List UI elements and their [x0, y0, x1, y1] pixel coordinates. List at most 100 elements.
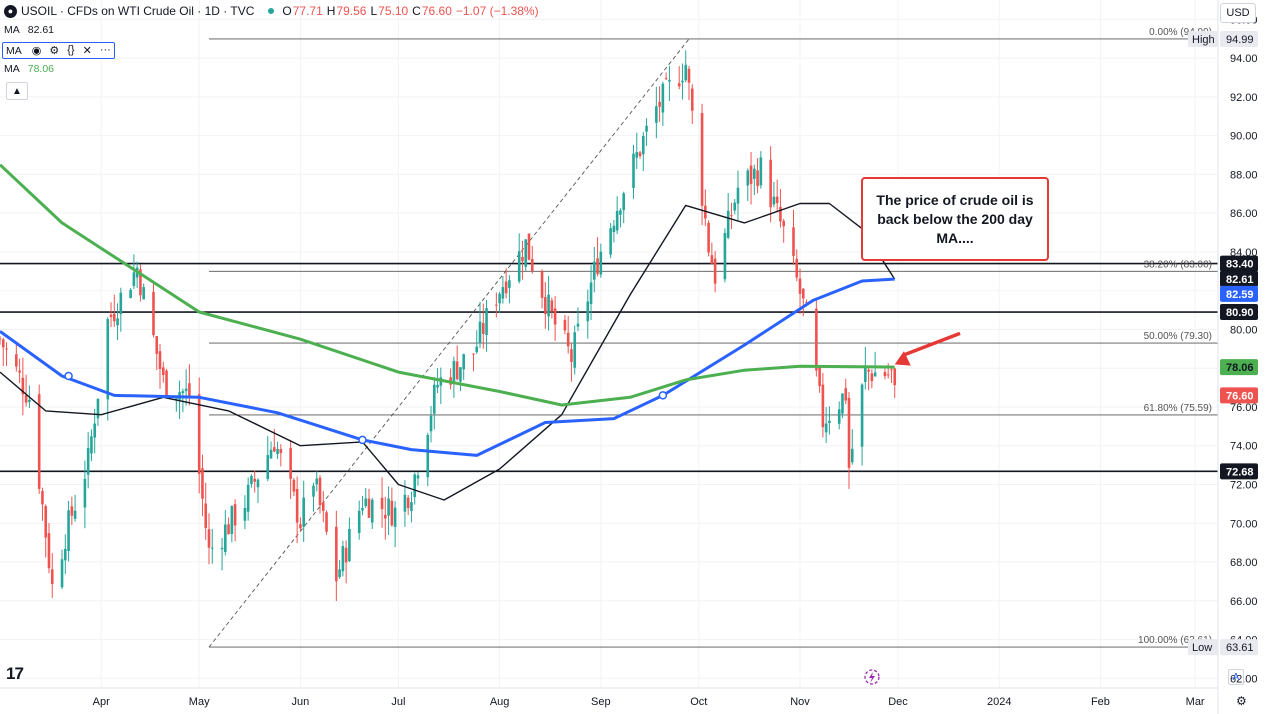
arrow-shaft — [902, 331, 961, 357]
x-tick-label: Sep — [591, 696, 611, 708]
candle-body — [664, 78, 668, 80]
candle-body — [801, 288, 805, 299]
candle-body — [321, 502, 325, 511]
candle-body — [67, 510, 70, 551]
candle-body — [224, 524, 227, 552]
open-value: 77.71 — [292, 4, 323, 18]
indicator-ma-1[interactable]: MA 82.61 — [4, 24, 54, 36]
price-label-bg — [1220, 359, 1258, 376]
candle-body — [230, 506, 234, 534]
candle-body — [864, 366, 867, 382]
candle-body — [527, 233, 531, 260]
candle-body — [289, 447, 292, 479]
ma-cross-marker — [658, 391, 668, 400]
candle-body — [109, 314, 113, 318]
candle-body — [302, 497, 305, 527]
candle-body — [299, 524, 302, 529]
chart-settings-gear-icon[interactable]: ⚙ — [1236, 694, 1247, 708]
candle-body — [521, 256, 524, 262]
annotation-arrow — [894, 331, 961, 366]
fib-level-label: 38.20% (83.00) — [1144, 259, 1212, 270]
tradingview-logo-icon[interactable]: 17 — [6, 664, 24, 683]
candle-body — [589, 282, 593, 304]
candle-body — [181, 391, 185, 394]
candle-body — [246, 484, 250, 512]
ma-cross-marker — [64, 371, 73, 381]
time-axis: Apr May Jun Jul Aug Sep Oct Nov Dec 2024 Feb Mar — [93, 696, 1205, 708]
candle-body — [890, 369, 893, 371]
collapse-legend-button[interactable]: ▲ — [6, 82, 28, 100]
indicator-label: MA — [4, 24, 20, 36]
candle-body — [335, 526, 338, 582]
candle-body — [730, 215, 733, 217]
candle-body — [142, 287, 145, 300]
candle-body — [596, 258, 599, 274]
symbol-title[interactable]: USOIL · CFDs on WTI Crude Oil · 1D · TVC — [21, 4, 255, 18]
braces-icon[interactable]: {} — [67, 44, 75, 56]
candle-body — [361, 507, 364, 511]
price-label: 82.61 — [1226, 274, 1254, 286]
candle-body — [759, 157, 763, 186]
auto-scale-button[interactable]: A — [1228, 669, 1244, 685]
candle-body — [873, 372, 877, 377]
candle-body — [24, 395, 28, 403]
candle-body — [384, 514, 387, 519]
price-tag: High — [1192, 34, 1215, 46]
candle-body — [593, 261, 596, 280]
candle-body — [563, 319, 567, 331]
candle-body — [41, 490, 44, 505]
candle-body — [792, 227, 795, 256]
candle-body — [870, 373, 874, 382]
price-tag: Low — [1192, 642, 1212, 654]
candle-body — [749, 165, 753, 184]
candle-body — [406, 497, 410, 509]
candle-body — [295, 488, 299, 523]
candle-body — [501, 287, 505, 299]
candle-body — [707, 222, 710, 253]
lightning-icon[interactable] — [864, 669, 880, 685]
currency-button[interactable]: USD — [1220, 3, 1256, 23]
candle-body — [566, 332, 570, 347]
candle-body — [315, 478, 319, 485]
candle-body — [139, 269, 142, 296]
more-icon[interactable]: ··· — [99, 44, 111, 56]
candle-body — [860, 384, 864, 447]
candle-body — [220, 547, 224, 550]
indicator-label: MA — [6, 44, 22, 57]
market-status-icon — [268, 8, 275, 14]
candle-body — [250, 475, 253, 485]
candle-body — [632, 153, 635, 189]
candle-body — [96, 398, 100, 419]
candle-body — [357, 510, 361, 534]
candle-body — [795, 258, 799, 278]
candle-body — [452, 360, 456, 383]
eye-icon[interactable]: ◉ — [31, 45, 42, 57]
candle-body — [547, 294, 550, 317]
price-label: 82.59 — [1226, 289, 1254, 301]
indicator-ma-2[interactable]: MA ◉ ⚙ {} ✕ ··· — [2, 42, 115, 59]
y-tick-label: 94.00 — [1230, 53, 1258, 65]
indicator-ma-3[interactable]: MA 78.06 — [4, 63, 54, 75]
candle-body — [661, 83, 665, 113]
candle-body — [155, 336, 159, 354]
close-icon[interactable]: ✕ — [82, 45, 92, 57]
candle-body — [733, 202, 737, 211]
price-label-bg — [1220, 270, 1258, 287]
gear-icon[interactable]: ⚙ — [49, 45, 60, 57]
candle-body — [116, 318, 119, 326]
price-label: 72.68 — [1226, 466, 1254, 478]
candle-body — [818, 367, 821, 387]
candle-body — [50, 569, 54, 585]
price-label-bg — [1220, 639, 1258, 656]
indicator-value: 82.61 — [27, 24, 55, 36]
x-tick-label: Aug — [490, 696, 510, 708]
candle-body — [847, 397, 851, 468]
candle-body — [86, 448, 90, 475]
candle-body — [638, 152, 642, 157]
fib-level-label: 100.00% (63.61) — [1138, 635, 1212, 646]
candle-body — [668, 79, 671, 82]
indicator-value: 78.06 — [27, 63, 55, 75]
candle-body — [436, 384, 439, 388]
candle-body — [641, 136, 645, 155]
